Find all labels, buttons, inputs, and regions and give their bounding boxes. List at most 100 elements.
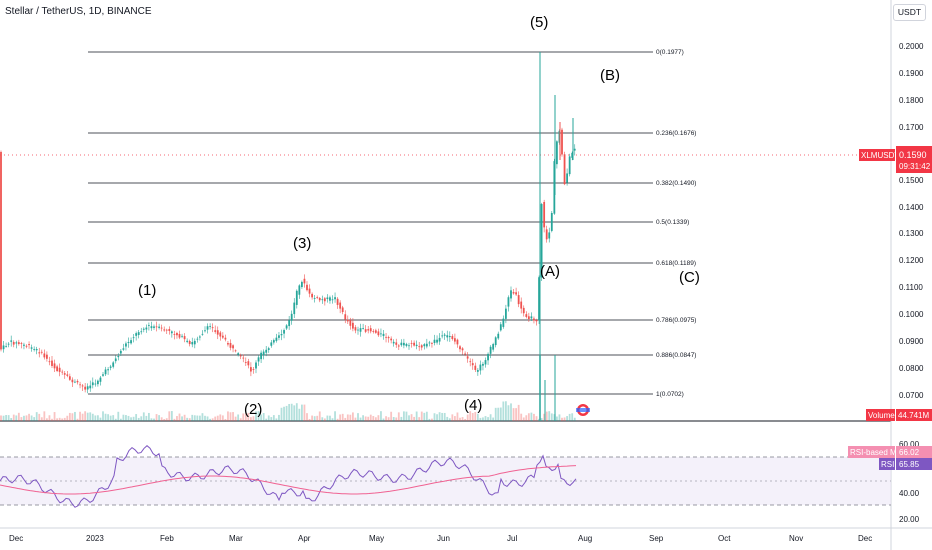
candle-body [0, 151, 2, 350]
volume-bar [545, 411, 548, 421]
volume-bar [38, 413, 41, 421]
volume-bar [214, 416, 217, 421]
volume-bar [165, 418, 168, 421]
volume-bar [163, 418, 166, 421]
candle-body [86, 386, 89, 390]
volume-bar [482, 417, 484, 421]
volume-bar [81, 413, 84, 421]
volume-bar [466, 414, 469, 421]
volume-bar [415, 411, 418, 421]
candle-body [410, 342, 413, 344]
volume-bar [170, 411, 173, 421]
candle-body [221, 335, 224, 338]
price-tick: 0.1300 [899, 229, 924, 238]
volume-bar [84, 411, 87, 421]
candle-body [464, 353, 466, 355]
candle-body [119, 350, 122, 354]
candle-body [563, 154, 566, 185]
rsi-axis[interactable]: 60.00 40.00 20.00 [899, 440, 920, 524]
volume-bar [554, 355, 556, 421]
volume-bar [397, 412, 400, 421]
candle-body [423, 344, 426, 347]
candle-body [114, 358, 117, 362]
candle-body [191, 341, 194, 345]
price-tick: 0.1200 [899, 256, 924, 265]
volume-bar [5, 415, 7, 421]
candle-body [548, 232, 551, 239]
candle-body [148, 325, 150, 326]
price-tick: 0.1800 [899, 96, 924, 105]
volume-bar [99, 417, 102, 421]
time-axis[interactable]: Dec 2023 Feb Mar Apr May Jun Jul Aug Sep Oct Nov Dec [9, 534, 872, 543]
candle-body [242, 357, 245, 359]
candle-body [239, 355, 242, 357]
candle-body [30, 347, 33, 349]
candle-body [290, 313, 293, 321]
volume-bar [53, 412, 56, 421]
candle-body [543, 201, 546, 228]
candle-body [99, 377, 102, 382]
candle-body [387, 337, 390, 339]
volume-bar [484, 416, 487, 421]
earnings-flag-icon[interactable] [576, 404, 590, 416]
candle-body [63, 373, 66, 375]
candle-body [46, 354, 48, 359]
volume-bar [237, 414, 240, 421]
candle-body [173, 334, 176, 335]
candle-body [183, 336, 186, 340]
candle-body [303, 278, 306, 284]
candle-body [479, 364, 482, 371]
volume-bar [176, 416, 178, 421]
candle-body [357, 329, 359, 331]
candle-body [316, 297, 319, 298]
price-tick: 0.0900 [899, 337, 924, 346]
rsi-indicator[interactable] [0, 445, 577, 508]
candle-body [278, 335, 280, 338]
candle-body [451, 336, 454, 340]
fib-label: 0.786(0.0975) [656, 317, 696, 324]
candle-body [489, 346, 492, 354]
fibonacci-retracement[interactable]: 0(0.1977) 0.236(0.1676) 0.382(0.1490) 0.… [88, 49, 696, 398]
price-axis[interactable]: 0.2000 0.1900 0.1800 0.1700 0.1500 0.1400 0.13… [899, 42, 924, 400]
volume-bar [229, 412, 232, 421]
volume-bar [86, 412, 89, 421]
candle-body [76, 380, 79, 383]
volume-bar [148, 412, 150, 421]
candle-body [25, 345, 28, 347]
price-tick: 0.1700 [899, 123, 924, 132]
candle-body [140, 331, 143, 333]
price-tick: 0.1400 [899, 203, 924, 212]
candle-body [66, 374, 69, 376]
volume-bar [548, 411, 551, 421]
price-tick: 0.1900 [899, 69, 924, 78]
volume-bar [461, 417, 464, 421]
candle-body [522, 307, 525, 314]
time-label: May [369, 534, 384, 543]
candle-body [38, 352, 41, 354]
volume-bar [288, 404, 291, 421]
currency-button[interactable]: USDT [893, 4, 926, 21]
volume-bar [193, 415, 196, 421]
candle-body [311, 293, 313, 298]
volume-bar [104, 413, 107, 421]
candlestick-series[interactable] [0, 52, 576, 420]
fib-label: 0.236(0.1676) [656, 130, 696, 137]
elliott-wave-labels[interactable]: (1) (2) (3) (4) (5) (A) (B) (C) [138, 14, 700, 418]
candle-body [515, 292, 517, 295]
volume-bar [295, 403, 298, 421]
volume-bar [265, 418, 268, 421]
candle-body [418, 346, 421, 348]
volume-bar [2, 415, 5, 421]
volume-bar [283, 406, 285, 421]
volume-bar [331, 418, 334, 421]
candle-body [280, 334, 283, 336]
volume-bar [492, 417, 495, 421]
candle-body [476, 370, 479, 372]
volume-bar [66, 415, 69, 421]
candle-body [40, 351, 43, 353]
volume-bar [267, 415, 270, 421]
volume-bar [28, 413, 30, 421]
volume-bar [540, 418, 543, 421]
volume-bar [10, 418, 13, 421]
